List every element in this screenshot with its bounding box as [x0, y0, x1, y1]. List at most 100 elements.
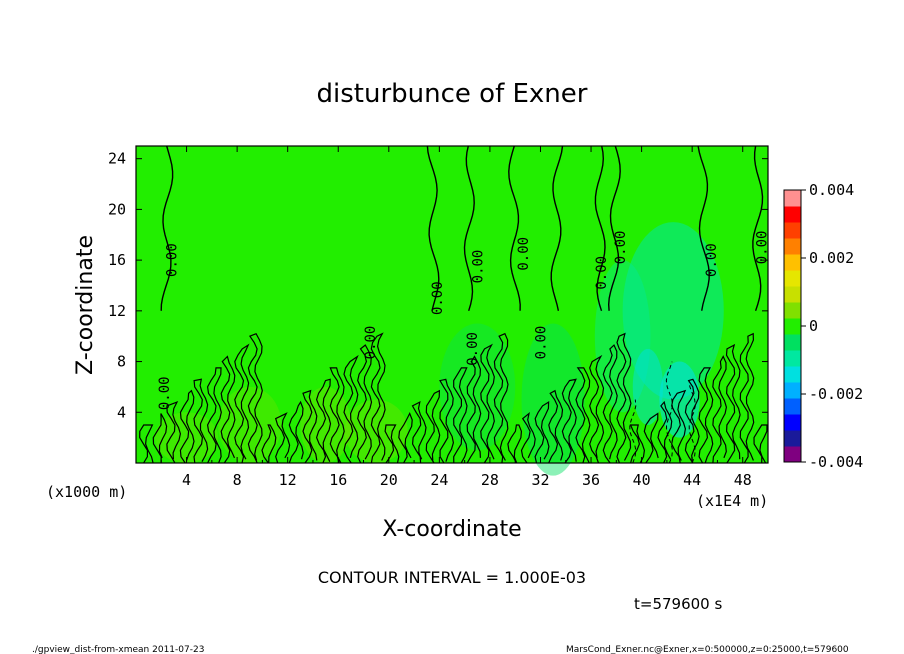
colorbar-tick-label: 0.002	[809, 249, 854, 267]
contour-line	[139, 424, 154, 464]
contour-label: 0.00	[704, 243, 720, 277]
x-tick-label: 8	[233, 471, 242, 489]
contour-line	[657, 400, 673, 464]
contour-line	[739, 332, 755, 464]
contour-line	[274, 412, 291, 464]
y-tick-label: 12	[108, 302, 126, 320]
contour-label: 0.00	[613, 231, 629, 265]
y-tick-label: 24	[108, 150, 126, 168]
contour-labels: 0.000.000.000.000.000.000.000.000.000.00…	[157, 231, 771, 411]
colorbar-segment	[784, 270, 801, 287]
contour-interval-text: CONTOUR INTERVAL = 1.000E-03	[318, 568, 586, 587]
contour-line	[616, 332, 632, 464]
contour-line	[302, 389, 318, 464]
contour-line	[550, 145, 564, 311]
contour-label: 0.00	[755, 231, 771, 265]
contour-line	[480, 343, 495, 464]
x-tick-label: 20	[380, 471, 398, 489]
y-unit-label: (x1000 m)	[46, 483, 127, 501]
x-tick-label: 24	[430, 471, 448, 489]
contour-line	[179, 389, 195, 464]
field-patch	[154, 412, 219, 464]
contour-label: 0.00	[516, 237, 532, 271]
contour-line	[589, 354, 605, 464]
contour-line	[206, 367, 222, 464]
x-tick-label: 36	[582, 471, 600, 489]
y-axis-ticks: 4 8 12 16 20 24	[108, 150, 768, 421]
contour-label: 0.00	[534, 326, 550, 360]
x-unit-label: (x1E4 m)	[696, 492, 768, 510]
contour-line	[315, 378, 332, 464]
contour-line	[561, 378, 577, 464]
colorbar-tick-label: -0.004	[809, 453, 863, 471]
x-axis-ticks: 4 8 12 16 20 24 28 32 36 40 44 48	[160, 146, 752, 489]
contour-line	[575, 367, 591, 464]
contour-line	[508, 145, 521, 311]
contour-line	[453, 367, 468, 464]
contour-line	[752, 145, 764, 312]
x-axis-label: X-coordinate	[382, 517, 521, 542]
contour-label: 0.00	[157, 376, 173, 410]
contour-label: 0.00	[164, 243, 180, 277]
colorbar-segment	[784, 414, 801, 431]
contour-line	[753, 424, 768, 464]
x-tick-label: 4	[182, 471, 191, 489]
colorbar-segment	[784, 302, 801, 319]
x-tick-label: 28	[481, 471, 499, 489]
x-tick-label: 44	[683, 471, 701, 489]
contour-line	[698, 367, 714, 464]
field-patch	[439, 323, 516, 451]
contour-line	[288, 400, 304, 464]
y-tick-label: 4	[117, 403, 126, 421]
field-patch	[632, 348, 664, 425]
contour-line	[193, 378, 209, 464]
contour-line	[357, 344, 373, 464]
colorbar-tick-label: 0.004	[809, 181, 854, 199]
contour-label: 0.00	[363, 326, 379, 360]
x-tick-label: 32	[531, 471, 549, 489]
contour-line	[671, 389, 687, 464]
colorbar-segment	[784, 398, 801, 415]
y-axis-label: Z-coordinate	[73, 235, 98, 375]
contour-line	[725, 343, 741, 464]
contour-line	[398, 412, 413, 464]
contour-line	[629, 424, 646, 464]
field-patch	[218, 386, 282, 463]
contour-label: 0.00	[465, 332, 481, 366]
contour-label: 0.00	[470, 250, 486, 284]
colorbar-segment	[784, 190, 801, 207]
contour-line	[425, 389, 441, 464]
plot-area: 0.000.000.000.000.000.000.000.000.000.00…	[108, 145, 771, 489]
contour-line	[507, 424, 523, 464]
colorbar-segment	[784, 430, 801, 447]
field-patch	[344, 399, 408, 463]
contour-line	[493, 332, 509, 464]
contour-line	[607, 145, 621, 311]
contour-line	[152, 413, 168, 464]
colorbar-segment	[784, 334, 801, 351]
colorbar-segment	[784, 206, 801, 223]
colorbar-segment	[784, 318, 801, 335]
contour-line	[643, 412, 659, 464]
contour-line	[220, 355, 236, 464]
colorbar-segment	[784, 222, 801, 239]
contour-line	[602, 344, 618, 464]
x-tick-label: 48	[734, 471, 752, 489]
y-tick-label: 16	[108, 251, 126, 269]
y-tick-label: 20	[108, 200, 126, 218]
contour-line	[329, 367, 345, 464]
contour-line	[548, 389, 564, 464]
colorbar-segment	[784, 254, 801, 271]
colorbar-tick-label: -0.002	[809, 385, 863, 403]
chart-title: disturbunce of Exner	[317, 79, 588, 109]
contour-line	[426, 145, 440, 311]
contour-label: 0.00	[594, 256, 610, 290]
colorbar-segment	[784, 350, 801, 367]
contour-line	[534, 400, 550, 464]
contour-line	[160, 145, 174, 311]
colorbar-segment	[784, 446, 801, 463]
x-tick-label: 16	[329, 471, 347, 489]
contour-line	[411, 400, 427, 464]
plot-frame	[135, 145, 769, 464]
